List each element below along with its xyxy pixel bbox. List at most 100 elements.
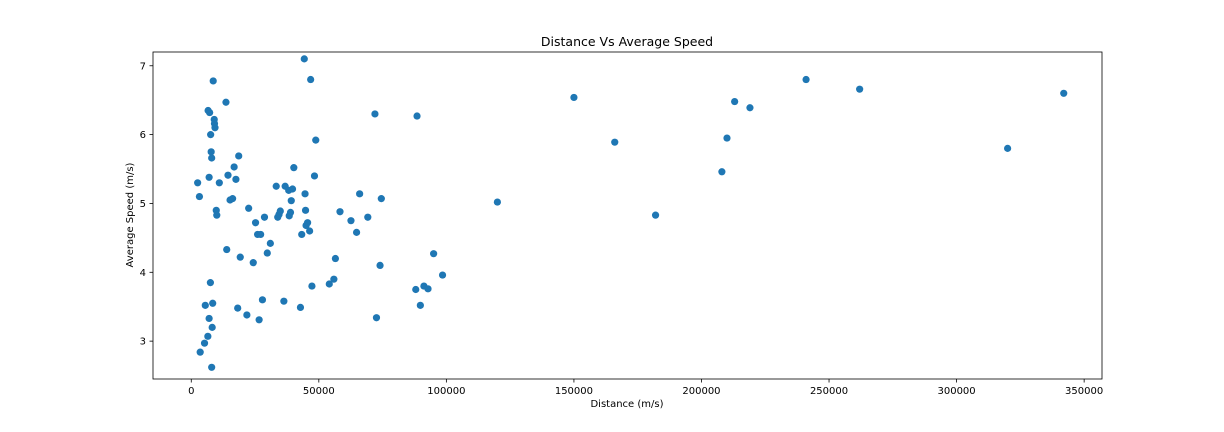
data-point: [651, 211, 660, 219]
data-point: [223, 245, 231, 254]
data-point: [746, 104, 754, 112]
data-point: [245, 204, 253, 212]
data-point: [243, 311, 251, 319]
data-point: [570, 93, 578, 102]
data-point: [207, 148, 215, 156]
data-point: [376, 261, 384, 270]
data-point: [208, 323, 216, 331]
data-point: [1004, 144, 1012, 152]
data-point: [723, 134, 731, 142]
data-point: [303, 219, 312, 227]
data-point: [213, 211, 221, 219]
data-point: [205, 314, 213, 323]
y-tick-label: 6: [140, 130, 146, 141]
data-point: [258, 296, 267, 304]
data-point: [196, 348, 204, 356]
data-point: [266, 239, 274, 247]
x-tick-label: 300000: [937, 386, 975, 397]
data-point: [352, 228, 361, 236]
data-point: [371, 110, 379, 118]
data-point: [306, 227, 314, 235]
data-point: [301, 206, 310, 214]
data-point: [308, 282, 316, 290]
data-point: [856, 85, 864, 93]
data-point: [204, 332, 212, 340]
data-point: [276, 207, 284, 215]
x-tick-label: 200000: [682, 386, 720, 397]
x-axis-label: Distance (m/s): [590, 399, 663, 410]
data-point: [718, 168, 726, 176]
data-point: [200, 339, 209, 347]
data-point: [209, 77, 217, 85]
x-tick-label: 350000: [1065, 386, 1103, 397]
data-point: [280, 297, 288, 305]
data-point: [235, 152, 243, 160]
plot-frame: [152, 51, 1103, 380]
data-point: [205, 173, 213, 181]
data-point: [412, 285, 420, 294]
data-point: [347, 217, 355, 225]
data-point: [208, 154, 216, 162]
data-point: [325, 280, 333, 288]
data-point: [255, 316, 263, 324]
data-point: [224, 171, 232, 179]
data-point: [331, 254, 340, 263]
data-point: [251, 219, 260, 227]
data-point: [208, 363, 216, 371]
x-axis: 0 50000 100000 150000 200000 250000 300000 3500…: [188, 379, 1103, 397]
data-point: [290, 164, 298, 172]
scatter-series: [194, 55, 1068, 371]
data-point: [257, 230, 265, 239]
plot-area: 0 50000 100000 150000 200000 250000 300000 3500…: [140, 51, 1103, 397]
data-point: [206, 108, 214, 117]
data-point: [206, 279, 214, 287]
data-point: [260, 213, 269, 221]
data-point: [300, 55, 308, 63]
y-tick-label: 5: [140, 199, 146, 210]
data-point: [272, 182, 280, 190]
y-axis-label: Average Speed (m/s): [125, 162, 136, 267]
data-point: [438, 271, 447, 279]
data-point: [194, 179, 202, 187]
data-point: [263, 249, 271, 257]
data-point: [215, 179, 223, 187]
data-point: [288, 185, 297, 193]
data-point: [207, 131, 215, 139]
data-point: [195, 192, 204, 201]
data-point: [416, 301, 424, 309]
data-point: [298, 230, 306, 239]
data-point: [201, 301, 209, 309]
data-point: [377, 195, 385, 203]
data-point: [287, 197, 295, 205]
x-tick-label: 50000: [303, 386, 335, 397]
data-point: [249, 259, 257, 267]
data-point: [611, 138, 619, 146]
x-tick-label: 250000: [810, 386, 848, 397]
x-tick-label: 0: [188, 386, 194, 397]
data-point: [413, 112, 421, 120]
chart-title: Distance Vs Average Speed: [541, 34, 713, 49]
data-point: [731, 97, 739, 106]
data-point: [336, 208, 344, 216]
data-point: [307, 75, 315, 84]
data-point: [1060, 89, 1068, 97]
data-point: [330, 275, 338, 283]
y-tick-label: 7: [140, 61, 146, 72]
data-point: [236, 253, 244, 261]
data-point: [493, 198, 501, 206]
data-point: [230, 163, 238, 171]
data-point: [301, 190, 309, 198]
data-point: [372, 314, 381, 322]
data-point: [232, 175, 240, 183]
y-tick-label: 4: [140, 268, 146, 279]
data-point: [312, 136, 320, 144]
y-axis: 3 4 5 6 7: [140, 61, 153, 348]
data-point: [228, 195, 237, 203]
data-point: [430, 250, 438, 258]
data-point: [310, 172, 319, 180]
data-point: [424, 285, 432, 293]
y-tick-label: 3: [140, 337, 146, 348]
x-tick-label: 100000: [427, 386, 465, 397]
